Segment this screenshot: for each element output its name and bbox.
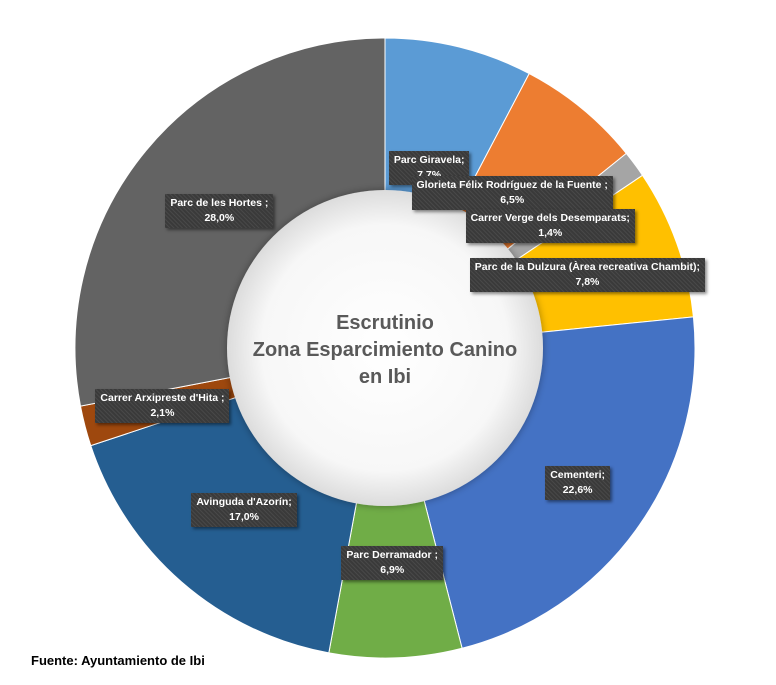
data-label-value: 22,6% xyxy=(562,483,593,496)
data-label-7: Carrer Arxipreste d'Hita ; 2,1% xyxy=(95,388,230,423)
data-label-value: 1,4% xyxy=(538,227,563,240)
donut-hole xyxy=(227,190,543,506)
data-label-6: Avinguda d'Azorín; 17,0% xyxy=(191,493,297,528)
chart-title-line-1: Escrutinio xyxy=(336,312,434,334)
data-label-value: 2,1% xyxy=(150,406,175,419)
data-label-value: 6,9% xyxy=(380,563,405,576)
data-label-value: 7,8% xyxy=(575,276,600,289)
data-label-name: Parc de les Hortes ; xyxy=(170,196,269,209)
data-label-name: Cementeri; xyxy=(550,468,606,481)
data-label-8: Parc de les Hortes ; 28,0% xyxy=(165,193,274,228)
source-note: Fuente: Ayuntamiento de Ibi xyxy=(31,653,205,668)
data-label-4: Cementeri; 22,6% xyxy=(545,465,611,500)
data-label-value: 6,5% xyxy=(500,194,525,207)
data-label-name: Parc de la Dulzura (Àrea recreativa Cham… xyxy=(474,261,701,274)
data-label-name: Carrer Verge dels Desemparats; xyxy=(470,212,630,225)
data-label-name: Glorieta Félix Rodríguez de la Fuente ; xyxy=(416,179,608,192)
data-label-name: Parc Derramador ; xyxy=(346,548,439,561)
data-label-name: Avinguda d'Azorín; xyxy=(196,496,292,509)
data-label-1: Glorieta Félix Rodríguez de la Fuente ; 6… xyxy=(411,176,613,211)
data-label-value: 28,0% xyxy=(204,211,235,224)
data-label-name: Carrer Arxipreste d'Hita ; xyxy=(100,391,225,404)
chart-title-line-2: Zona Esparcimiento Canino xyxy=(252,339,518,361)
chart-title: Escrutinio Zona Esparcimiento Canino en … xyxy=(235,310,535,391)
data-label-5: Parc Derramador ; 6,9% xyxy=(341,545,444,580)
data-label-value: 17,0% xyxy=(229,511,259,524)
data-label-2: Carrer Verge dels Desemparats; 1,4% xyxy=(465,209,635,244)
chart-title-line-3: en Ibi xyxy=(358,366,412,388)
data-label-3: Parc de la Dulzura (Àrea recreativa Cham… xyxy=(469,258,706,293)
data-label-name: Parc Giravela; xyxy=(393,154,465,167)
